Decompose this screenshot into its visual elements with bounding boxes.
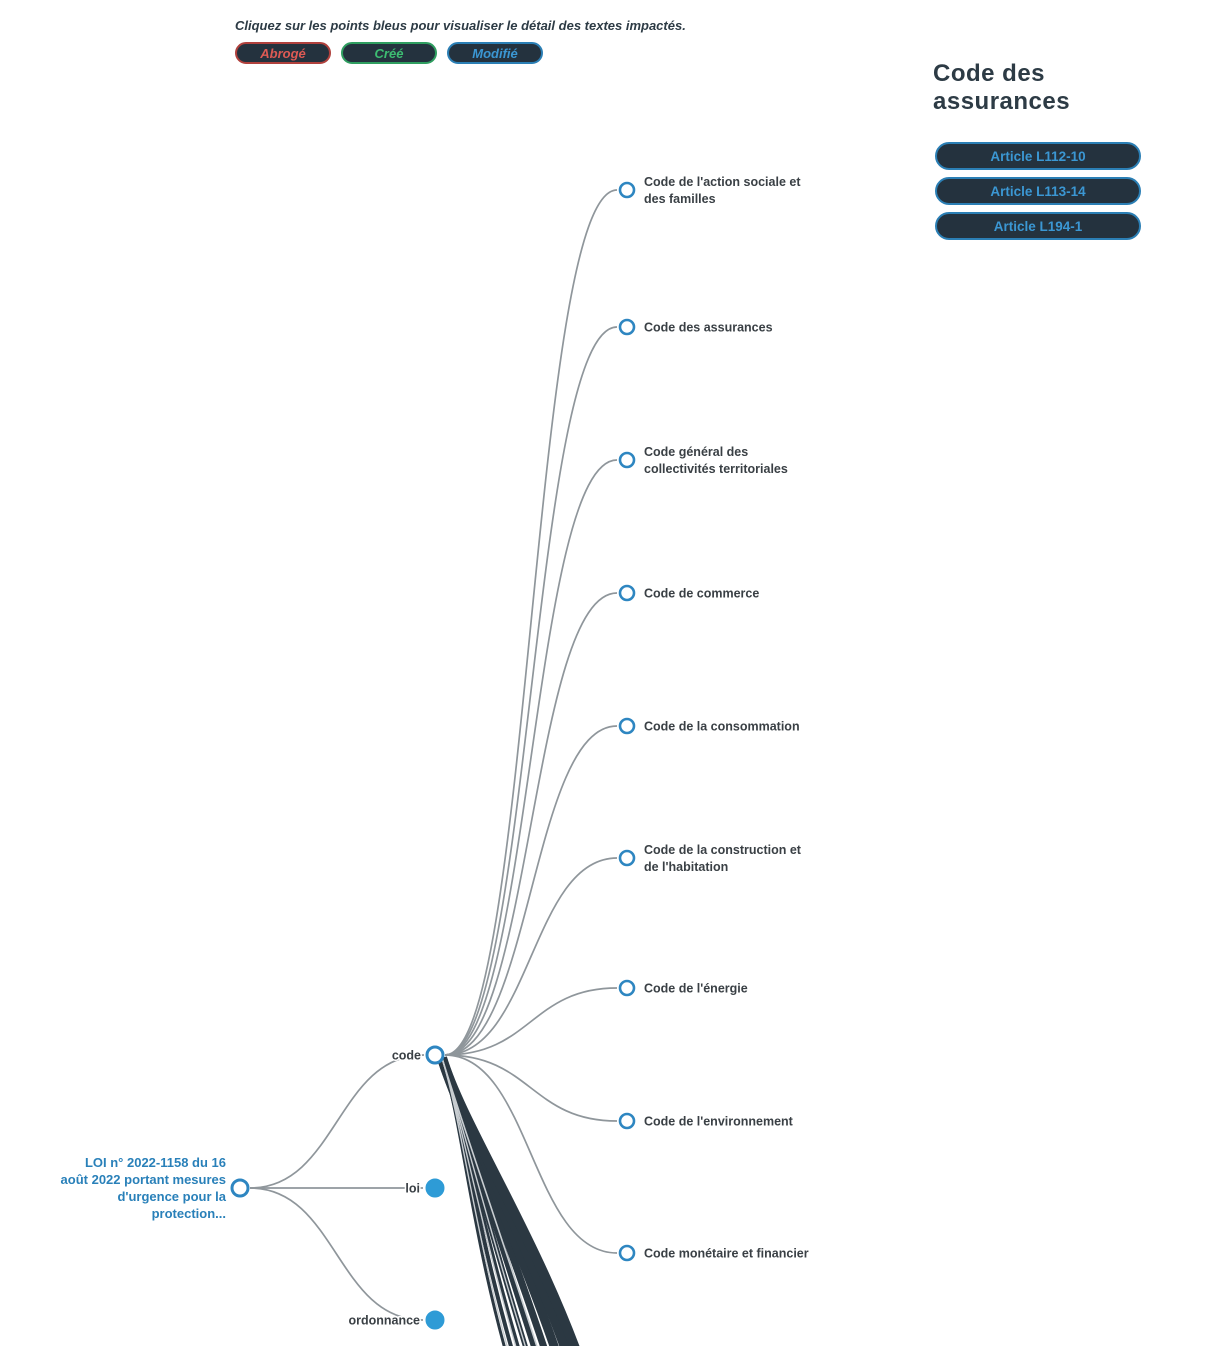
node-label-leaf-consommation: Code de la consommation xyxy=(644,720,800,734)
tree-node-leaf-collectivites[interactable] xyxy=(618,451,636,469)
node-label-leaf-action-sociale: des familles xyxy=(644,192,716,206)
node-label-root: protection... xyxy=(152,1206,226,1221)
tree-edge xyxy=(444,1054,618,1254)
tree-node-leaf-environnement[interactable] xyxy=(618,1112,636,1130)
tree-edge xyxy=(444,326,618,1056)
tree-node-leaf-commerce[interactable] xyxy=(618,584,636,602)
node-label-leaf-commerce: Code de commerce xyxy=(644,587,759,601)
edge-bundle xyxy=(437,1056,580,1346)
panel-title: Code des assurances xyxy=(933,60,1071,115)
tree-edge xyxy=(444,459,618,1056)
tree-edge xyxy=(444,725,618,1056)
tree-node-code[interactable] xyxy=(425,1045,445,1065)
node-label-leaf-construction: de l'habitation xyxy=(644,860,728,874)
tree-node-ordonnance[interactable] xyxy=(425,1310,445,1330)
tree-node-root[interactable] xyxy=(230,1178,250,1198)
tree-edge xyxy=(444,1054,618,1122)
node-label-leaf-monetaire: Code monétaire et financier xyxy=(644,1247,809,1261)
node-label-leaf-collectivites: collectivités territoriales xyxy=(644,462,788,476)
node-label-code: code xyxy=(392,1049,421,1063)
tree-edge xyxy=(249,1054,425,1189)
legend-buttons: Abrogé Créé Modifié xyxy=(235,42,686,64)
article-button-l112-10[interactable]: Article L112-10 xyxy=(935,142,1141,170)
tree-node-leaf-construction[interactable] xyxy=(618,849,636,867)
node-label-root: d'urgence pour la xyxy=(117,1189,226,1204)
node-label-ordonnance: ordonnance xyxy=(348,1314,420,1328)
impacted-code-panel: Code des assurances Article L112-10 Arti… xyxy=(933,60,1173,247)
tree-edge xyxy=(444,987,618,1056)
node-label-root: LOI n° 2022-1158 du 16 xyxy=(85,1155,226,1170)
tree-node-leaf-monetaire[interactable] xyxy=(618,1244,636,1262)
node-label-root: août 2022 portant mesures xyxy=(61,1172,226,1187)
tree-edge xyxy=(444,592,618,1056)
tree-edge xyxy=(249,1187,424,1321)
tree-node-leaf-energie[interactable] xyxy=(618,979,636,997)
tree-node-leaf-consommation[interactable] xyxy=(618,717,636,735)
node-label-leaf-environnement: Code de l'environnement xyxy=(644,1115,794,1129)
tree-node-loi[interactable] xyxy=(425,1178,445,1198)
node-label-leaf-construction: Code de la construction et xyxy=(644,843,802,857)
node-label-leaf-assurances: Code des assurances xyxy=(644,321,773,335)
node-label-leaf-energie: Code de l'énergie xyxy=(644,982,748,996)
article-button-l194-1[interactable]: Article L194-1 xyxy=(935,212,1141,240)
node-label-leaf-collectivites: Code général des xyxy=(644,445,748,459)
instruction-text: Cliquez sur les points bleus pour visual… xyxy=(235,18,686,33)
edge-bundle xyxy=(441,1057,538,1346)
tree-node-leaf-assurances[interactable] xyxy=(618,318,636,336)
tree-edge xyxy=(444,189,618,1056)
tree-edge xyxy=(444,857,618,1056)
article-button-l113-14[interactable]: Article L113-14 xyxy=(935,177,1141,205)
legend-button-cree[interactable]: Créé xyxy=(341,42,437,64)
tree-node-leaf-action-sociale[interactable] xyxy=(618,181,636,199)
node-label-leaf-action-sociale: Code de l'action sociale et xyxy=(644,175,801,189)
legend-button-modifie[interactable]: Modifié xyxy=(447,42,543,64)
node-label-loi: loi xyxy=(405,1182,420,1196)
legend-button-abroge[interactable]: Abrogé xyxy=(235,42,331,64)
legend: Cliquez sur les points bleus pour visual… xyxy=(235,18,686,64)
